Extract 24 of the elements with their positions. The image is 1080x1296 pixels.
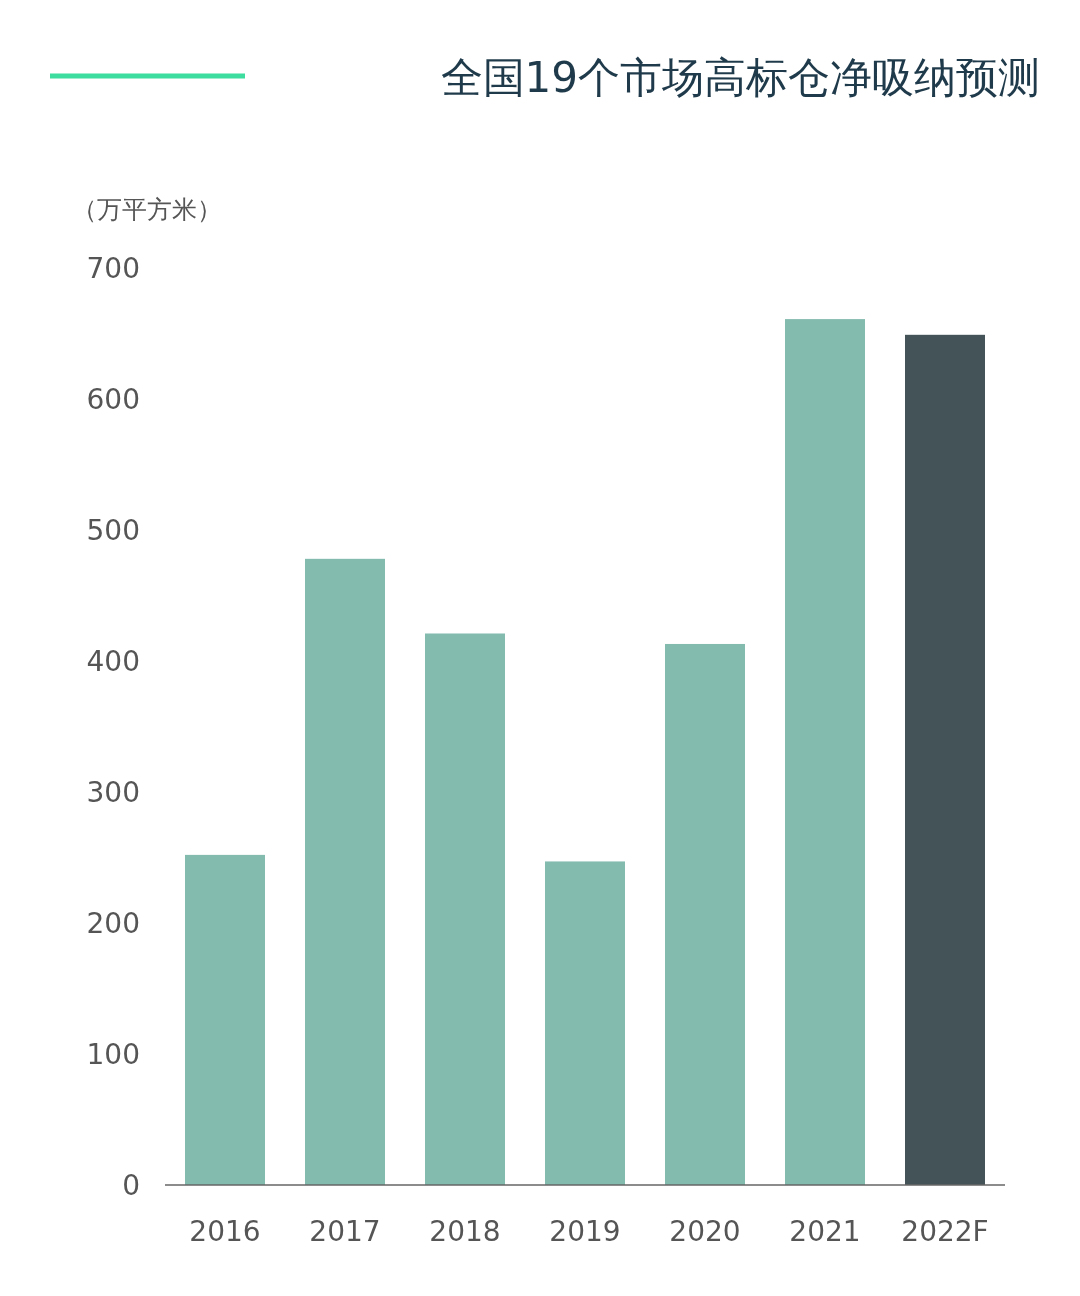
x-tick-label: 2021 [789,1215,861,1248]
y-tick-label: 700 [86,252,140,285]
x-tick-label: 2017 [309,1215,381,1248]
x-tick-label: 2019 [549,1215,621,1248]
y-tick-label: 500 [86,514,140,547]
bar [545,861,625,1185]
bar [785,319,865,1185]
bar [305,558,385,1185]
y-tick-label: 400 [86,645,140,678]
x-tick-label: 2020 [669,1215,741,1248]
bar [665,643,745,1185]
bar [425,633,505,1185]
y-tick-label: 0 [122,1169,140,1202]
y-tick-label: 100 [86,1038,140,1071]
bar [185,854,265,1185]
y-axis-title: （万平方米） [72,195,222,224]
bar [905,334,985,1185]
x-tick-label: 2016 [189,1215,261,1248]
y-tick-label: 200 [86,907,140,940]
chart-title: 全国19个市场高标仓净吸纳预测 [440,53,1040,102]
y-tick-label: 300 [86,776,140,809]
x-tick-label: 2018 [429,1215,501,1248]
x-tick-label: 2022F [901,1215,989,1248]
y-tick-label: 600 [86,383,140,416]
